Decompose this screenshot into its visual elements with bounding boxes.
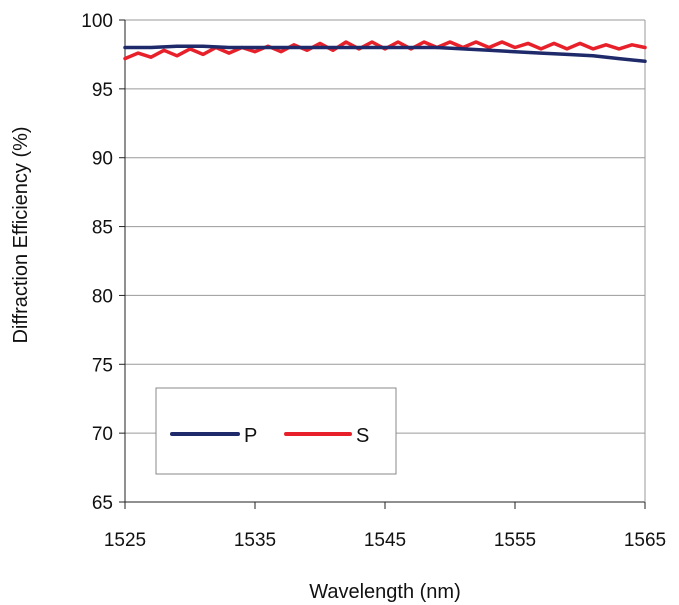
x-tick-label: 1545 xyxy=(364,530,406,551)
legend-label-s: S xyxy=(356,425,369,447)
x-tick-label: 1565 xyxy=(624,530,666,551)
legend-box xyxy=(155,387,397,475)
y-tick-label: 95 xyxy=(92,80,113,101)
axis-ticks: 65 70 75 80 85 90 95 100 1525 1535 1545 1555 1565 xyxy=(81,11,666,551)
series-line-p xyxy=(123,44,647,64)
y-tick-label: 80 xyxy=(92,286,113,307)
y-tick-label: 75 xyxy=(92,355,113,376)
x-tick-label: 1525 xyxy=(104,530,146,551)
legend: P S xyxy=(155,387,397,475)
y-tick-label: 85 xyxy=(92,218,113,239)
x-tick-label: 1555 xyxy=(494,530,536,551)
y-tick-label: 100 xyxy=(81,11,113,32)
y-tick-label: 70 xyxy=(92,424,113,445)
legend-label-p: P xyxy=(244,425,257,447)
y-tick-label: 90 xyxy=(92,149,113,170)
x-axis-title: Wavelength (nm) xyxy=(309,581,461,603)
series-layer xyxy=(123,40,647,64)
y-tick-label: 65 xyxy=(92,493,113,514)
x-tick-label: 1535 xyxy=(234,530,276,551)
y-axis-title: Diffraction Efficiency (%) xyxy=(10,126,32,343)
